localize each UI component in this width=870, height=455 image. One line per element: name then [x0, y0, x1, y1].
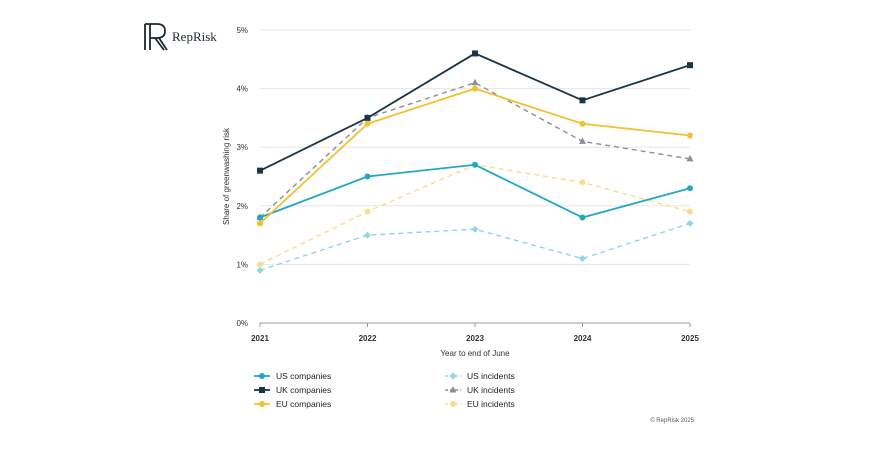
legend-marker-us-companies: [259, 373, 265, 379]
data-point-eu-companies: [472, 85, 478, 92]
brand-logo: RepRisk: [142, 22, 217, 52]
data-point-us-companies: [687, 185, 693, 192]
y-axis-title: Share of greenwashing risk: [222, 127, 231, 225]
x-tick-label: 2024: [574, 334, 592, 343]
data-point-us-incidents: [471, 225, 479, 233]
y-tick-label: 5%: [236, 26, 248, 35]
data-point-uk-incidents: [471, 78, 479, 86]
legend-label-eu-incidents: EU incidents: [467, 399, 515, 409]
data-point-eu-incidents: [687, 208, 693, 215]
series-line-eu-companies: [259, 87, 691, 225]
legend-label-uk-incidents: UK incidents: [467, 385, 515, 395]
legend-marker-eu-incidents: [450, 401, 456, 407]
legend-marker-us-incidents: [449, 372, 457, 380]
y-tick-label: 4%: [236, 85, 248, 94]
y-tick-label: 0%: [236, 319, 248, 328]
data-point-us-incidents: [364, 231, 371, 239]
data-point-eu-companies: [364, 120, 371, 127]
data-point-eu-incidents: [257, 261, 263, 268]
data-point-us-companies: [364, 173, 371, 180]
legend-marker-uk-companies: [259, 387, 265, 393]
data-point-uk-companies: [687, 62, 693, 69]
legend-label-eu-companies: EU companies: [276, 399, 331, 409]
data-point-eu-incidents: [579, 179, 586, 186]
legend-label-us-companies: US companies: [276, 371, 331, 381]
x-tick-label: 2023: [466, 334, 484, 343]
legend-label-us-incidents: US incidents: [467, 371, 515, 381]
data-point-us-companies: [579, 214, 586, 221]
data-point-eu-incidents: [364, 208, 371, 215]
data-point-eu-companies: [579, 120, 586, 127]
series-line-uk-companies: [259, 52, 691, 172]
x-axis-title: Year to end of June: [440, 349, 510, 358]
brand-name: RepRisk: [172, 29, 217, 44]
data-point-us-incidents: [579, 255, 586, 263]
data-point-uk-incidents: [579, 137, 586, 144]
y-tick-label: 2%: [236, 202, 248, 211]
data-point-us-companies: [472, 161, 478, 168]
data-point-us-incidents: [686, 219, 694, 227]
x-tick-label: 2022: [359, 334, 377, 343]
x-tick-label: 2021: [251, 334, 269, 343]
data-point-eu-companies: [687, 132, 693, 139]
y-tick-label: 1%: [236, 260, 248, 269]
data-point-us-companies: [257, 214, 263, 221]
legend-label-uk-companies: UK companies: [276, 385, 331, 395]
data-point-uk-companies: [579, 97, 586, 104]
data-point-us-incidents: [256, 266, 264, 274]
x-tick-label: 2025: [681, 334, 699, 343]
reprisk-r-logo-icon: [144, 23, 168, 51]
data-point-uk-incidents: [686, 154, 694, 162]
data-point-uk-companies: [257, 167, 263, 174]
legend-marker-uk-incidents: [449, 386, 457, 393]
data-point-uk-companies: [472, 50, 478, 57]
data-point-uk-companies: [364, 114, 371, 121]
legend-marker-eu-companies: [259, 401, 265, 407]
copyright-note: © RepRisk 2025: [650, 417, 694, 424]
series-line-uk-incidents: [259, 81, 691, 219]
y-tick-label: 3%: [236, 143, 248, 152]
data-point-eu-companies: [257, 220, 263, 227]
series-line-us-companies: [259, 163, 691, 219]
